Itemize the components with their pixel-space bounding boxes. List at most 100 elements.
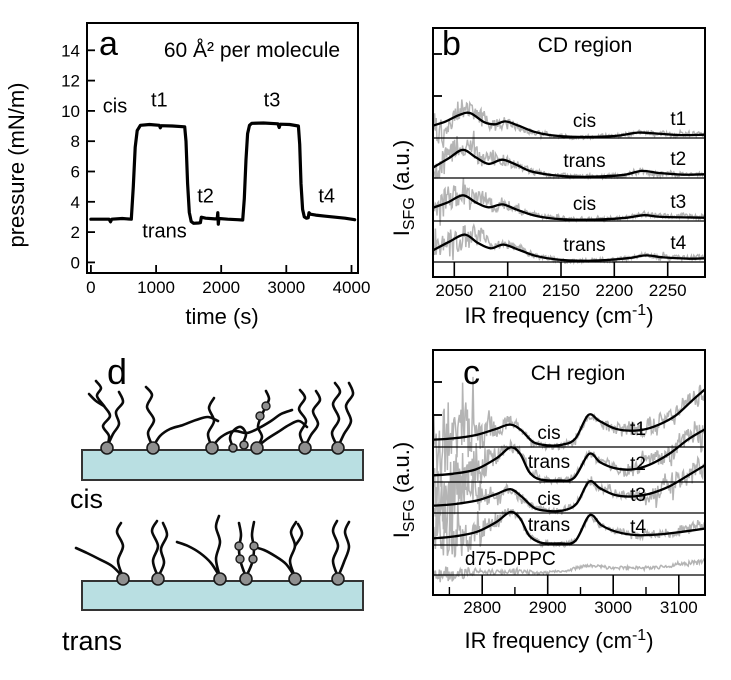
isomer-label-cis: cis: [70, 484, 103, 514]
trace-time-label: t3: [630, 485, 646, 506]
annotation-cis: cis: [103, 95, 127, 117]
spectrum-fit-t4: [434, 233, 704, 262]
y-tick-label: 6: [71, 163, 80, 182]
y-axis-label: pressure (mN/m): [4, 82, 29, 247]
lipid-head: [239, 572, 253, 586]
x-tick-label: 2900: [529, 598, 567, 617]
x-tick-label: 2800: [463, 598, 501, 617]
lipid-chain: [303, 389, 322, 449]
spectrum-fit-t1: [434, 111, 704, 139]
surface-slab-cis: [81, 449, 364, 481]
spectrum-fit-t3: [434, 464, 704, 513]
panel-b-frame: [432, 27, 706, 278]
spectrum-fit-t2: [434, 148, 704, 179]
spectrum-noise-t3: [434, 451, 704, 547]
annotation-t2: t2: [197, 186, 214, 208]
lipid-head: [331, 441, 345, 455]
x-tick-label: 4000: [333, 278, 371, 297]
lipid-head: [146, 441, 160, 455]
panel-b-title: CD region: [538, 34, 633, 57]
x-tick-label: 2150: [542, 281, 580, 300]
trace-state-label: trans: [563, 151, 605, 172]
lipid-chain: [336, 520, 351, 579]
azobenzene-bead: [248, 554, 258, 564]
panel-c-letter: c: [463, 354, 480, 392]
annotation-trans: trans: [142, 220, 186, 242]
trace-state-label: cis: [537, 423, 560, 444]
y-tick-label: 10: [61, 102, 80, 121]
x-tick-label: 3100: [660, 598, 698, 617]
panel-c: 2800 2900 3000 3100 cis t1 trans t2 cis t3 trans t4…: [389, 349, 706, 653]
spectrum-fit-t3: [434, 194, 704, 221]
azobenzene-bead: [255, 411, 265, 421]
panel-c-title: CH region: [531, 362, 626, 385]
lipid-chain: [330, 381, 342, 449]
trace-time-label: t1: [670, 109, 686, 130]
trace-state-label: trans: [528, 452, 570, 473]
y-axis-label: ISFG (a.u.): [389, 442, 418, 538]
annotation-t3: t3: [264, 89, 281, 111]
lipid-chain: [156, 521, 169, 579]
lipid-head: [331, 572, 345, 586]
x-tick-label: 2100: [489, 281, 527, 300]
x-tick-label: 2000: [202, 278, 240, 297]
lipid-chain: [336, 381, 355, 449]
lipid-chain: [105, 390, 125, 449]
panel-a-frame: [86, 22, 359, 274]
lipid-head: [151, 572, 165, 586]
spectrum-noise-d75-DPPC: [434, 558, 704, 583]
lipid-chain: [144, 385, 156, 449]
y-tick-label: 4: [71, 193, 80, 212]
panel-d-letter: d: [107, 351, 127, 392]
x-tick-label: 2200: [595, 281, 633, 300]
lipid-chain: [228, 425, 248, 449]
trace-time-label: t1: [630, 419, 646, 440]
lipid-chain: [74, 546, 125, 579]
x-tick-label: 2250: [649, 281, 687, 300]
trace-time-label: t4: [630, 517, 646, 538]
x-axis-label: time (s): [185, 304, 258, 329]
trace-state-label: cis: [573, 111, 596, 132]
lipid-chain: [255, 419, 309, 449]
x-tick-label: 1000: [137, 278, 175, 297]
azobenzene-bead: [234, 541, 244, 551]
lipid-head: [116, 572, 130, 586]
spectrum-fit-t1: [434, 388, 704, 447]
x-tick-label: 3000: [594, 598, 632, 617]
lipid-head: [205, 441, 219, 455]
x-axis-label: IR frequency (cm-1): [464, 627, 653, 653]
y-tick-label: 8: [71, 132, 80, 151]
lipid-head: [239, 440, 249, 450]
azobenzene-bead: [261, 401, 271, 411]
lipid-chain: [151, 415, 220, 449]
lipid-chain: [115, 521, 125, 579]
spectrum-fit-t4: [434, 510, 704, 545]
lipid-chain: [293, 522, 304, 548]
lipid-head: [288, 572, 302, 586]
trace-state-label: cis: [537, 489, 560, 510]
x-tick-label: 3000: [267, 278, 305, 297]
lipid-chain: [150, 519, 160, 579]
y-axis-label: ISFG (a.u.): [389, 140, 418, 236]
trace-time-label: t4: [670, 233, 686, 254]
lipid-chain: [214, 514, 222, 579]
trace-state-label: trans: [528, 515, 570, 536]
lipid-head: [213, 572, 227, 586]
y-tick-label: 14: [61, 41, 80, 60]
panel-d: d cis trans: [62, 351, 364, 656]
x-tick-label: 0: [86, 278, 95, 297]
y-tick-label: 0: [71, 253, 80, 272]
azobenzene-bead: [249, 541, 259, 551]
y-tick-label: 12: [61, 72, 80, 91]
lipid-head: [298, 441, 312, 455]
pressure-curve: [89, 121, 357, 226]
y-tick-label: 2: [71, 223, 80, 242]
x-tick-label: 2050: [435, 281, 473, 300]
trace-state-label: cis: [573, 194, 596, 215]
lipid-chain: [175, 540, 222, 579]
trace-state-label: d75-DPPC: [465, 549, 556, 570]
trace-area: [434, 376, 704, 583]
trace-time-label: t2: [670, 149, 686, 170]
